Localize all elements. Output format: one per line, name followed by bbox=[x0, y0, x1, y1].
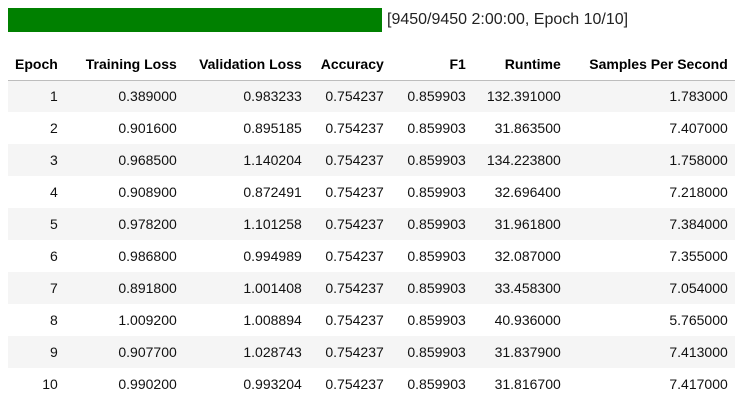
cell-training-loss: 0.978200 bbox=[64, 208, 184, 240]
cell-validation-loss: 0.872491 bbox=[183, 176, 309, 208]
cell-runtime: 31.961800 bbox=[472, 208, 568, 240]
cell-validation-loss: 1.028743 bbox=[183, 336, 309, 368]
cell-samples-per-second: 7.407000 bbox=[567, 112, 735, 144]
cell-runtime: 134.223800 bbox=[472, 144, 568, 176]
cell-samples-per-second: 7.384000 bbox=[567, 208, 735, 240]
table-header-row: Epoch Training Loss Validation Loss Accu… bbox=[8, 48, 735, 81]
column-header-training-loss: Training Loss bbox=[64, 48, 184, 81]
cell-epoch: 5 bbox=[8, 208, 65, 240]
cell-epoch: 1 bbox=[8, 80, 65, 112]
table-row: 6 0.986800 0.994989 0.754237 0.859903 32.0870… bbox=[8, 240, 735, 272]
cell-validation-loss: 1.008894 bbox=[183, 304, 309, 336]
cell-runtime: 40.936000 bbox=[472, 304, 568, 336]
cell-accuracy: 0.754237 bbox=[308, 144, 391, 176]
cell-training-loss: 0.891800 bbox=[64, 272, 184, 304]
cell-samples-per-second: 7.218000 bbox=[567, 176, 735, 208]
table-row: 1 0.389000 0.983233 0.754237 0.859903 132.391… bbox=[8, 80, 735, 112]
cell-validation-loss: 0.983233 bbox=[183, 80, 309, 112]
training-progress: [9450/9450 2:00:00, Epoch 10/10] bbox=[8, 7, 628, 33]
progress-status-text: [9450/9450 2:00:00, Epoch 10/10] bbox=[387, 11, 629, 28]
cell-validation-loss: 0.993204 bbox=[183, 368, 309, 400]
cell-runtime: 31.863500 bbox=[472, 112, 568, 144]
column-header-validation-loss: Validation Loss bbox=[183, 48, 309, 81]
cell-epoch: 10 bbox=[8, 368, 65, 400]
cell-epoch: 9 bbox=[8, 336, 65, 368]
cell-validation-loss: 1.001408 bbox=[183, 272, 309, 304]
cell-f1: 0.859903 bbox=[390, 144, 473, 176]
cell-validation-loss: 1.101258 bbox=[183, 208, 309, 240]
cell-f1: 0.859903 bbox=[390, 80, 473, 112]
cell-accuracy: 0.754237 bbox=[308, 80, 391, 112]
cell-samples-per-second: 1.783000 bbox=[567, 80, 735, 112]
training-results-table: Epoch Training Loss Validation Loss Accu… bbox=[8, 48, 735, 400]
column-header-runtime: Runtime bbox=[472, 48, 568, 81]
cell-accuracy: 0.754237 bbox=[308, 368, 391, 400]
table-row: 8 1.009200 1.008894 0.754237 0.859903 40.9360… bbox=[8, 304, 735, 336]
cell-runtime: 32.087000 bbox=[472, 240, 568, 272]
cell-epoch: 7 bbox=[8, 272, 65, 304]
table-row: 7 0.891800 1.001408 0.754237 0.859903 33.4583… bbox=[8, 272, 735, 304]
cell-accuracy: 0.754237 bbox=[308, 272, 391, 304]
cell-accuracy: 0.754237 bbox=[308, 240, 391, 272]
cell-training-loss: 0.968500 bbox=[64, 144, 184, 176]
table-row: 5 0.978200 1.101258 0.754237 0.859903 31.9618… bbox=[8, 208, 735, 240]
column-header-accuracy: Accuracy bbox=[308, 48, 391, 81]
cell-epoch: 6 bbox=[8, 240, 65, 272]
cell-samples-per-second: 5.765000 bbox=[567, 304, 735, 336]
cell-f1: 0.859903 bbox=[390, 208, 473, 240]
cell-training-loss: 1.009200 bbox=[64, 304, 184, 336]
cell-samples-per-second: 7.054000 bbox=[567, 272, 735, 304]
column-header-epoch: Epoch bbox=[8, 48, 65, 81]
cell-f1: 0.859903 bbox=[390, 112, 473, 144]
table-row: 2 0.901600 0.895185 0.754237 0.859903 31.8635… bbox=[8, 112, 735, 144]
cell-epoch: 4 bbox=[8, 176, 65, 208]
cell-f1: 0.859903 bbox=[390, 304, 473, 336]
cell-validation-loss: 0.895185 bbox=[183, 112, 309, 144]
cell-epoch: 8 bbox=[8, 304, 65, 336]
table-row: 3 0.968500 1.140204 0.754237 0.859903 134.223… bbox=[8, 144, 735, 176]
progress-bar bbox=[8, 8, 382, 32]
table-body: 1 0.389000 0.983233 0.754237 0.859903 132.391… bbox=[8, 80, 735, 400]
cell-samples-per-second: 7.413000 bbox=[567, 336, 735, 368]
cell-training-loss: 0.990200 bbox=[64, 368, 184, 400]
cell-training-loss: 0.389000 bbox=[64, 80, 184, 112]
cell-training-loss: 0.901600 bbox=[64, 112, 184, 144]
cell-runtime: 31.816700 bbox=[472, 368, 568, 400]
cell-training-loss: 0.986800 bbox=[64, 240, 184, 272]
cell-f1: 0.859903 bbox=[390, 368, 473, 400]
cell-f1: 0.859903 bbox=[390, 336, 473, 368]
cell-samples-per-second: 7.417000 bbox=[567, 368, 735, 400]
cell-runtime: 32.696400 bbox=[472, 176, 568, 208]
column-header-f1: F1 bbox=[390, 48, 473, 81]
table-row: 10 0.990200 0.993204 0.754237 0.859903 31.816… bbox=[8, 368, 735, 400]
cell-validation-loss: 1.140204 bbox=[183, 144, 309, 176]
cell-accuracy: 0.754237 bbox=[308, 208, 391, 240]
table-row: 4 0.908900 0.872491 0.754237 0.859903 32.6964… bbox=[8, 176, 735, 208]
cell-f1: 0.859903 bbox=[390, 272, 473, 304]
cell-epoch: 2 bbox=[8, 112, 65, 144]
cell-accuracy: 0.754237 bbox=[308, 336, 391, 368]
cell-runtime: 31.837900 bbox=[472, 336, 568, 368]
column-header-samples-per-second: Samples Per Second bbox=[567, 48, 735, 81]
cell-accuracy: 0.754237 bbox=[308, 112, 391, 144]
cell-runtime: 33.458300 bbox=[472, 272, 568, 304]
progress-bar-fill bbox=[8, 8, 382, 32]
cell-runtime: 132.391000 bbox=[472, 80, 568, 112]
cell-f1: 0.859903 bbox=[390, 176, 473, 208]
cell-f1: 0.859903 bbox=[390, 240, 473, 272]
table-row: 9 0.907700 1.028743 0.754237 0.859903 31.8379… bbox=[8, 336, 735, 368]
cell-accuracy: 0.754237 bbox=[308, 304, 391, 336]
cell-training-loss: 0.907700 bbox=[64, 336, 184, 368]
cell-samples-per-second: 7.355000 bbox=[567, 240, 735, 272]
cell-training-loss: 0.908900 bbox=[64, 176, 184, 208]
cell-samples-per-second: 1.758000 bbox=[567, 144, 735, 176]
cell-epoch: 3 bbox=[8, 144, 65, 176]
cell-validation-loss: 0.994989 bbox=[183, 240, 309, 272]
cell-accuracy: 0.754237 bbox=[308, 176, 391, 208]
